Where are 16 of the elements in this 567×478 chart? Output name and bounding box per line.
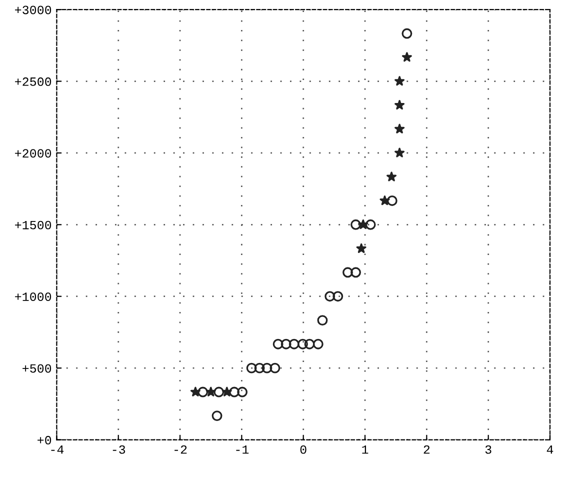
x-tick-label: -2 [174, 445, 187, 454]
x-tick-label: 4 [546, 445, 554, 454]
y-tick-label: +1500 [15, 220, 52, 230]
x-tick-label: 0 [300, 445, 306, 454]
x-tick-label: 1 [362, 445, 368, 454]
y-tick-label: +3000 [15, 6, 52, 14]
y-tick-label: +1000 [15, 292, 52, 302]
y-tick-label: +500 [22, 364, 52, 373]
y-tick-label: +2000 [15, 149, 52, 158]
y-tick-label: +2500 [15, 77, 52, 86]
x-tick-label: 3 [485, 445, 492, 454]
x-tick-label: -4 [51, 445, 64, 454]
x-tick-label: -1 [236, 445, 249, 454]
x-tick-label: -3 [112, 445, 126, 454]
x-tick-label: 2 [424, 445, 430, 454]
y-tick-label: +0 [38, 436, 52, 444]
